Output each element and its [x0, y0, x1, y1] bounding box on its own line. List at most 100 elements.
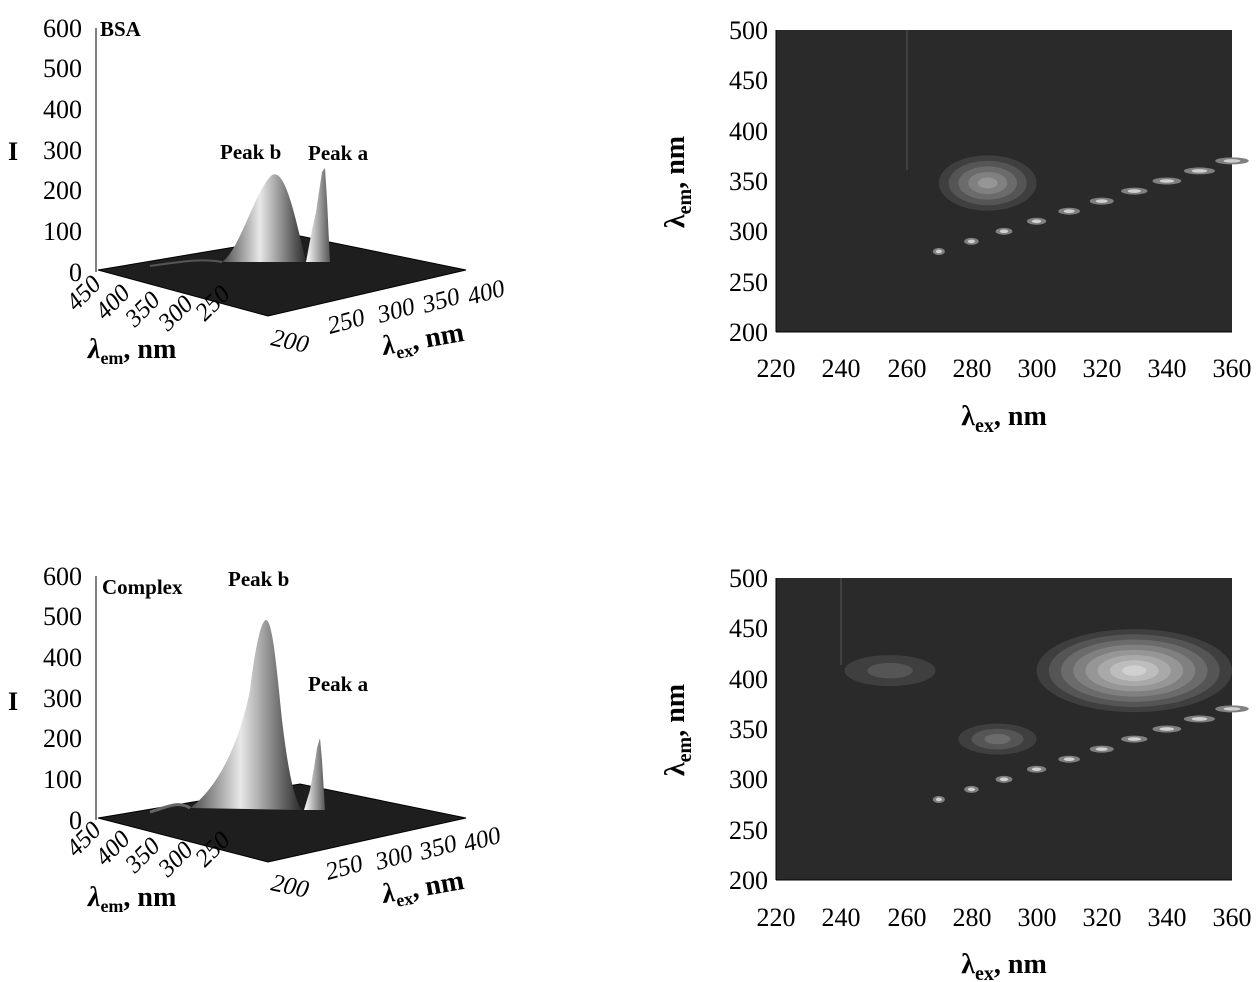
contour-level	[1122, 665, 1147, 676]
ex-tick-label: 300	[374, 293, 419, 329]
scatter-dot-core	[1127, 737, 1141, 741]
x-ticks: 220 240 260 280 300 320 340 360	[757, 903, 1252, 932]
x-axis-label: λex, nm	[961, 401, 1047, 437]
z-axis: 0 100 200 300 400 500 600 I	[8, 562, 97, 835]
x-tick-label: 220	[757, 354, 796, 383]
y-tick-label: 250	[729, 816, 768, 845]
z-ticks: 0 100 200 300 400 500 600	[43, 14, 82, 287]
ex-tick-label: 250	[325, 304, 369, 340]
scatter-dot-core	[967, 239, 976, 244]
x-tick-label: 260	[888, 354, 927, 383]
scatter-dot-core	[1223, 159, 1241, 163]
scatter-dot-core	[1031, 767, 1042, 772]
scatter-dot-core	[935, 249, 942, 254]
panel-label: Complex	[102, 575, 183, 599]
scatter-dot-core	[1191, 717, 1208, 721]
y-tick-label: 500	[729, 16, 768, 45]
x-tick-label: 260	[888, 903, 927, 932]
y-tick-label: 400	[729, 117, 768, 146]
scatter-line-dots	[932, 705, 1249, 803]
ex-tick-label: 200	[269, 324, 312, 358]
scatter-dot-core	[1159, 179, 1175, 183]
y-tick-label: 450	[729, 614, 768, 643]
contour-levels	[938, 155, 1037, 211]
em-tick-label: 300	[152, 836, 199, 883]
y-ticks: 200 250 300 350 400 450 500	[729, 564, 768, 895]
x-tick-label: 360	[1213, 903, 1252, 932]
x-tick-label: 320	[1083, 354, 1122, 383]
scatter-dot-core	[1031, 219, 1042, 224]
contour-level	[977, 177, 998, 189]
x-tick-label: 220	[757, 903, 796, 932]
x-tick-label: 340	[1148, 354, 1187, 383]
z-tick-label: 0	[69, 258, 82, 287]
em-axis-label: λem, nm	[87, 334, 176, 368]
x-tick-label: 360	[1213, 354, 1252, 383]
scatter-dot-core	[967, 787, 976, 792]
ex-tick-label: 350	[419, 283, 464, 319]
x-tick-label: 340	[1148, 903, 1187, 932]
contour-level	[984, 733, 1011, 745]
scatter-dot-core	[999, 777, 1009, 782]
scatter-dot-core	[1095, 199, 1108, 203]
z-tick-label: 300	[43, 136, 82, 165]
y-tick-label: 300	[729, 765, 768, 794]
z-tick-label: 600	[43, 562, 82, 591]
peak-b-surface	[222, 174, 306, 262]
y-tick-label: 200	[729, 318, 768, 347]
x-ticks: 220 240 260 280 300 320 340 360	[757, 354, 1252, 383]
z-axis-label: I	[8, 137, 18, 166]
scatter-dot-core	[1063, 209, 1075, 213]
z-tick-label: 500	[43, 602, 82, 631]
peak-a-surface	[304, 738, 325, 810]
y-axis-label: λem, nm	[660, 136, 696, 228]
ex-tick-label: 300	[372, 840, 417, 876]
z-tick-label: 300	[43, 684, 82, 713]
surface-floor	[97, 235, 467, 317]
em-tick-label: 300	[152, 290, 199, 337]
contour-levels	[844, 629, 1233, 755]
peak-annotation: Peak a	[308, 141, 369, 165]
surface-panel-bsa: 0 100 200 300 400 500 600 I BSA 200 250 …	[8, 14, 508, 368]
panel-label: BSA	[100, 17, 142, 41]
x-tick-label: 300	[1018, 903, 1057, 932]
z-tick-label: 400	[43, 95, 82, 124]
x-tick-label: 240	[822, 903, 861, 932]
scatter-dot-core	[999, 229, 1009, 234]
scatter-dot-core	[1095, 747, 1108, 751]
y-tick-label: 350	[729, 715, 768, 744]
y-tick-label: 300	[729, 217, 768, 246]
scatter-dot-core	[1063, 757, 1075, 761]
x-axis-label: λex, nm	[961, 949, 1047, 982]
surface-ripple	[149, 259, 223, 267]
ex-tick-label: 250	[323, 850, 367, 886]
z-tick-label: 100	[43, 765, 82, 794]
ex-axis: 200 250 300 350 400 λex, nm	[269, 822, 505, 913]
y-tick-label: 350	[729, 167, 768, 196]
ex-axis-label: λex, nm	[379, 865, 467, 913]
scatter-dot-core	[1191, 169, 1208, 173]
x-tick-label: 280	[953, 903, 992, 932]
z-tick-label: 500	[43, 54, 82, 83]
x-tick-label: 280	[953, 354, 992, 383]
y-tick-label: 200	[729, 866, 768, 895]
x-tick-label: 300	[1018, 354, 1057, 383]
y-tick-label: 450	[729, 66, 768, 95]
z-axis-label: I	[8, 687, 18, 716]
scatter-dot-core	[1127, 189, 1141, 193]
x-tick-label: 320	[1083, 903, 1122, 932]
em-axis-label: λem, nm	[87, 882, 176, 916]
scatter-line-dots	[932, 157, 1249, 255]
ex-tick-label: 400	[465, 275, 509, 311]
z-axis: 0 100 200 300 400 500 600 I	[8, 14, 97, 287]
z-ticks: 0 100 200 300 400 500 600	[43, 562, 82, 835]
y-tick-label: 250	[729, 268, 768, 297]
z-tick-label: 200	[43, 724, 82, 753]
z-tick-label: 100	[43, 217, 82, 246]
y-tick-label: 400	[729, 665, 768, 694]
y-ticks: 200 250 300 350 400 450 500	[729, 16, 768, 347]
contour-level	[867, 662, 913, 679]
peak-b-surface	[190, 620, 302, 810]
scatter-dot-core	[1223, 707, 1241, 711]
